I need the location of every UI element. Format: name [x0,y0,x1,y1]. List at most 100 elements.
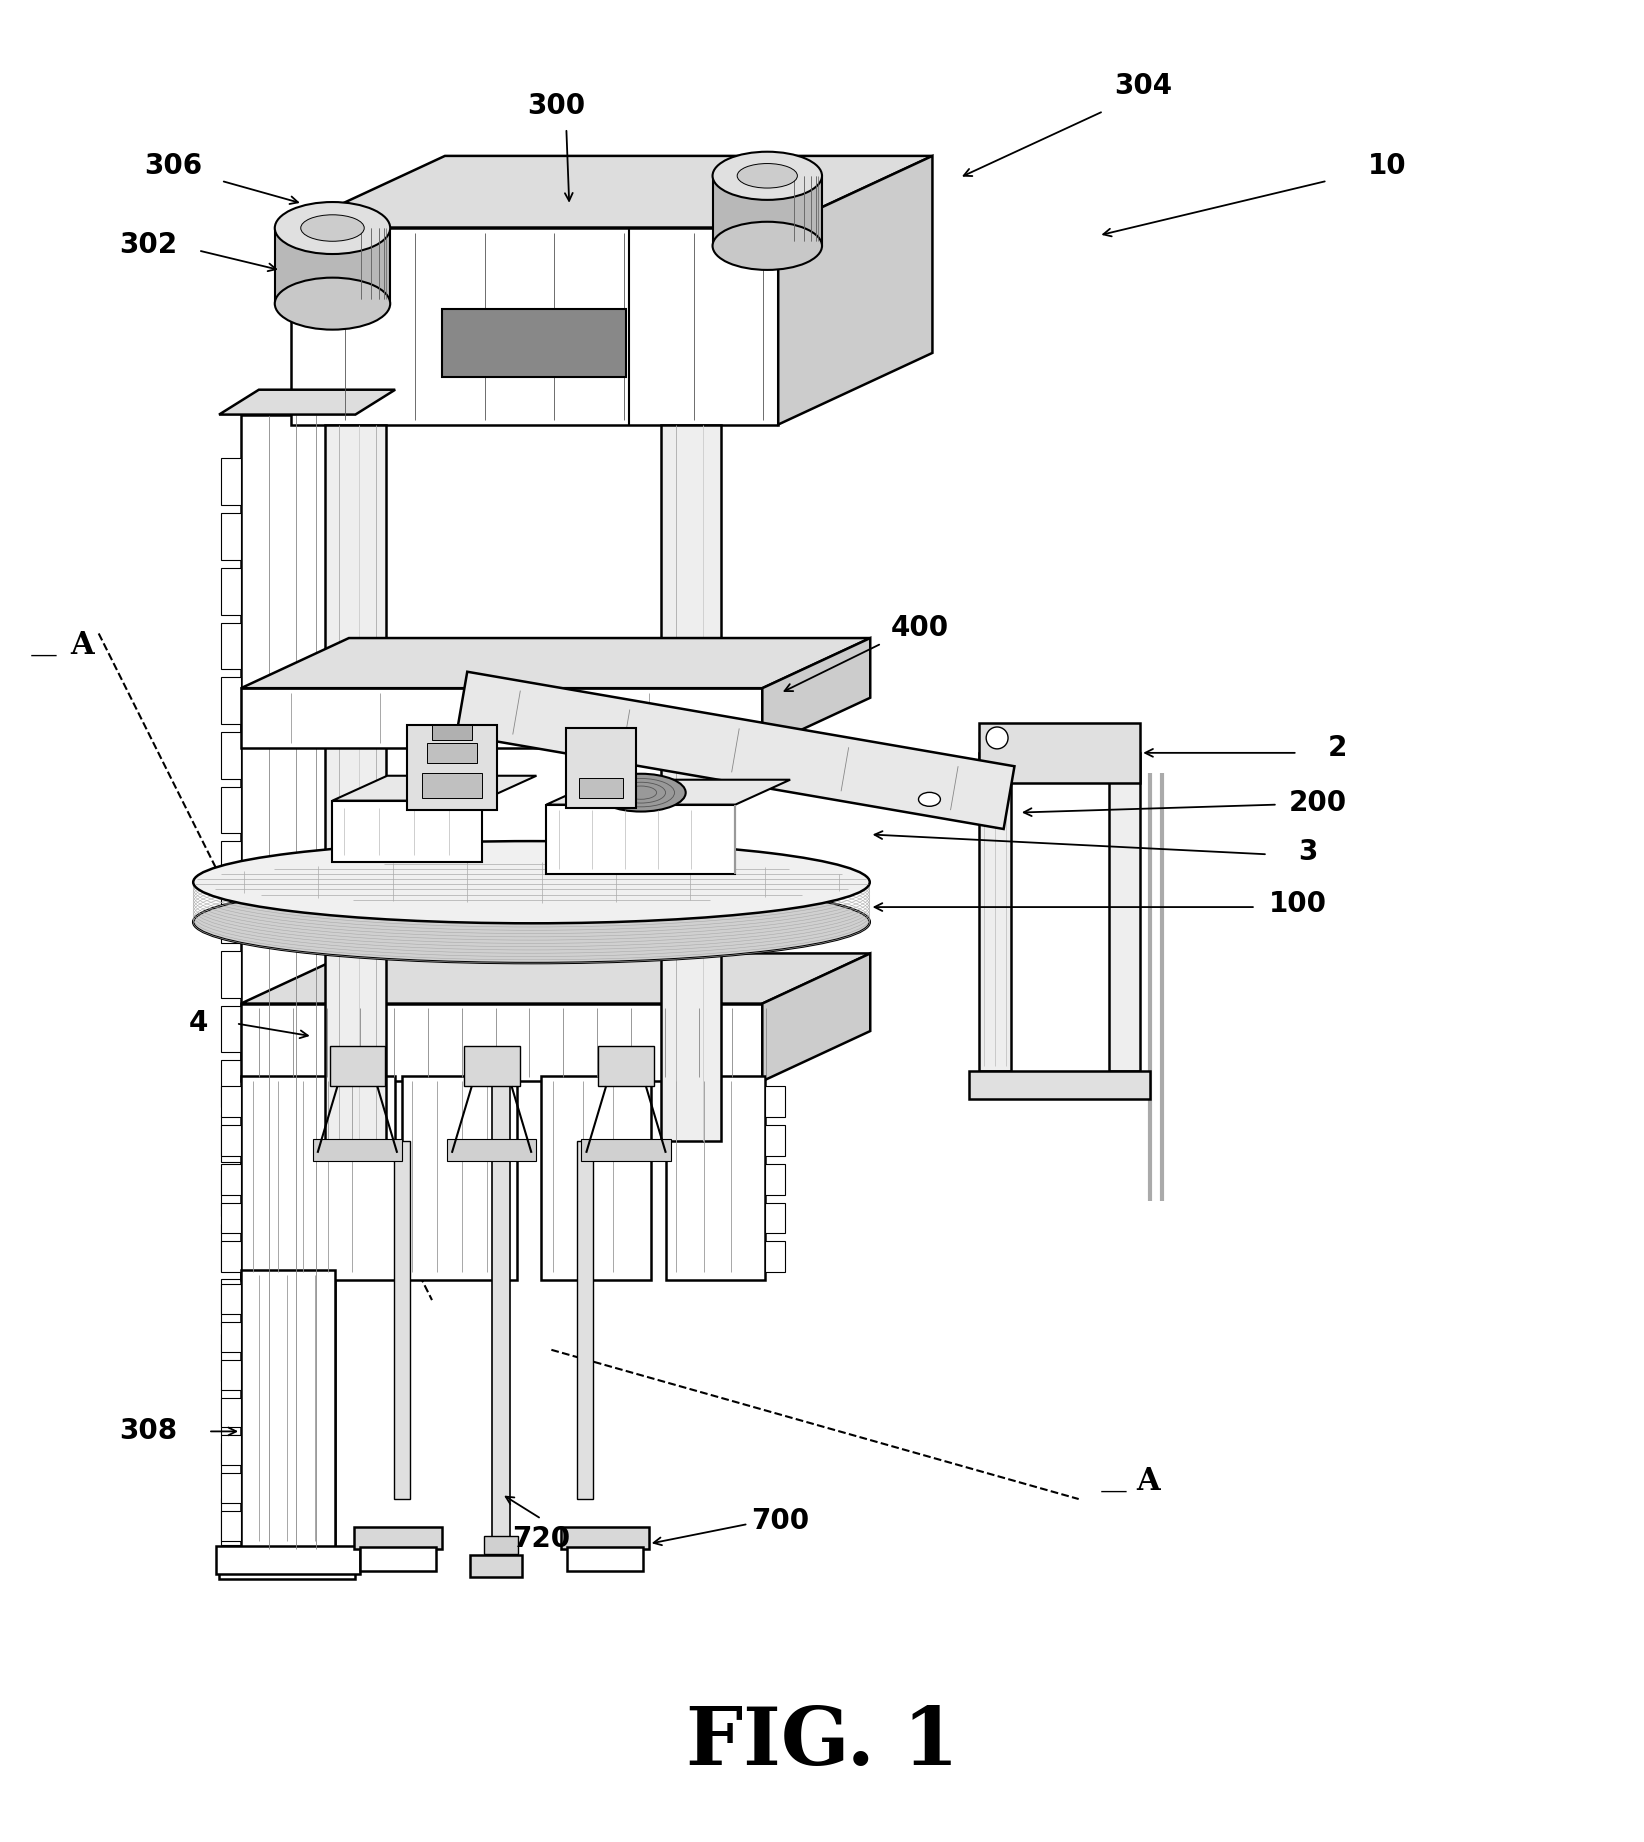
Text: 304: 304 [1115,72,1172,99]
Bar [464,1046,520,1087]
Text: 200: 200 [1289,788,1346,816]
Bar [766,1203,786,1234]
Bar [220,1087,242,1116]
Bar [483,1536,518,1555]
Bar [220,1170,242,1216]
Bar [403,1076,516,1280]
Bar [220,731,242,779]
Ellipse shape [597,774,686,812]
Bar [220,1114,242,1162]
Polygon shape [242,689,763,748]
Bar [220,895,242,943]
Bar [220,1398,242,1428]
Ellipse shape [737,164,797,188]
Bar [220,1510,242,1542]
Polygon shape [546,805,735,875]
Text: 300: 300 [528,92,585,120]
Polygon shape [275,228,390,304]
Bar [427,742,477,763]
Bar [579,777,623,798]
Ellipse shape [712,221,822,271]
Bar [355,1527,442,1549]
Bar [324,424,386,1140]
Text: 720: 720 [513,1525,570,1553]
Ellipse shape [194,880,870,963]
Bar [220,1061,242,1107]
Bar [220,1498,242,1545]
Bar [220,1284,242,1313]
Polygon shape [457,672,1014,829]
Bar [220,1435,242,1464]
Bar [242,414,335,1549]
Ellipse shape [301,216,365,241]
Text: 400: 400 [891,615,949,643]
Text: 306: 306 [145,151,202,181]
Bar [766,1125,786,1155]
Text: A: A [1136,1466,1161,1498]
Bar [220,567,242,615]
Bar [312,1138,403,1160]
Text: FIG. 1: FIG. 1 [686,1704,958,1781]
Bar [219,1547,355,1579]
Text: 3: 3 [1297,838,1317,866]
Text: 308: 308 [120,1416,178,1446]
Bar [567,1547,643,1571]
Text: 4: 4 [189,1009,207,1037]
Bar [980,753,1011,1072]
Bar [470,1555,521,1577]
Bar [329,1046,385,1087]
Ellipse shape [712,151,822,201]
Bar [360,1547,436,1571]
Polygon shape [242,637,870,689]
Text: 2: 2 [1328,733,1346,763]
Bar [1108,753,1141,1072]
Bar [220,1444,242,1490]
Text: 100: 100 [1269,890,1327,917]
Bar [220,1323,242,1352]
Bar [220,1389,242,1435]
Text: A: A [71,630,94,661]
Bar [220,678,242,724]
Bar [561,1527,649,1549]
Bar [423,774,482,798]
Bar [215,1545,360,1573]
Bar [220,459,242,505]
Bar [766,1242,786,1273]
Bar [980,724,1141,783]
Bar [408,726,496,810]
Bar [220,1203,242,1234]
Bar [566,728,636,807]
Bar [395,1140,409,1499]
Bar [220,1125,242,1155]
Bar [766,1164,786,1195]
Bar [220,514,242,560]
Polygon shape [332,775,536,801]
Text: 10: 10 [1368,151,1406,181]
Bar [577,1140,593,1499]
Bar [442,309,626,378]
Bar [666,1076,766,1280]
Bar [220,1278,242,1326]
Bar [220,1359,242,1389]
Polygon shape [546,779,791,805]
Bar [447,1138,536,1160]
Bar [582,1138,671,1160]
Polygon shape [763,954,870,1081]
Polygon shape [291,157,932,228]
Bar [220,950,242,998]
Polygon shape [712,175,822,245]
Polygon shape [763,637,870,748]
Bar [661,424,720,1140]
Polygon shape [291,228,778,424]
Ellipse shape [275,203,390,254]
Bar [220,1164,242,1195]
Bar [220,842,242,888]
Bar [220,1334,242,1382]
Polygon shape [332,801,482,862]
Ellipse shape [919,792,940,807]
Ellipse shape [986,728,1008,750]
Text: 302: 302 [120,232,178,260]
Text: 700: 700 [751,1507,809,1534]
Bar [220,1225,242,1271]
Bar [541,1076,651,1280]
